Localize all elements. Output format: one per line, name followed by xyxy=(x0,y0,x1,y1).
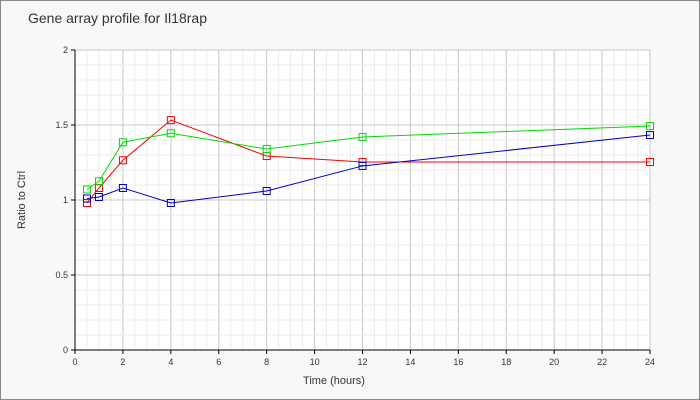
x-tick-label: 20 xyxy=(549,357,559,367)
series-3-marker xyxy=(118,184,127,192)
y-axis-label: Ratio to Ctrl xyxy=(16,171,28,229)
series-3-marker xyxy=(94,193,103,201)
series-2-marker xyxy=(358,133,367,141)
x-tick-label: 0 xyxy=(72,357,77,367)
series-1-marker xyxy=(166,116,175,125)
x-tick-label: 4 xyxy=(168,357,173,367)
x-tick-label: 14 xyxy=(405,357,415,367)
x-tick-label: 22 xyxy=(597,357,607,367)
x-tick-label: 8 xyxy=(264,357,269,367)
series-1-marker xyxy=(118,156,127,165)
series-2-marker xyxy=(94,177,103,186)
x-tick-label: 2 xyxy=(120,357,125,367)
series-2-line xyxy=(86,125,651,190)
series-2-marker xyxy=(262,145,271,153)
series-3-marker xyxy=(646,131,654,140)
series-1-marker xyxy=(82,199,91,207)
x-tick-label: 12 xyxy=(357,357,367,367)
series-3-marker xyxy=(262,187,271,195)
x-tick-label: 24 xyxy=(645,357,655,367)
series-2-marker xyxy=(646,122,654,131)
y-tick-label: 0 xyxy=(63,345,68,355)
series-3-marker xyxy=(166,199,175,207)
x-tick-label: 18 xyxy=(501,357,511,367)
series-1-marker xyxy=(646,158,654,167)
x-tick-label: 10 xyxy=(310,357,320,367)
x-tick-label: 16 xyxy=(453,357,463,367)
y-tick-label: 2 xyxy=(63,45,68,55)
y-tick-label: 1 xyxy=(63,195,68,205)
x-axis-label: Time (hours) xyxy=(303,375,365,387)
series-2-marker xyxy=(82,185,91,194)
chart-title: Gene array profile for Il18rap xyxy=(28,10,207,26)
series-3-line xyxy=(86,134,651,204)
x-tick-label: 6 xyxy=(216,357,221,367)
series-3-marker xyxy=(82,194,91,203)
series-3-marker xyxy=(358,161,367,170)
series-2-marker xyxy=(166,129,175,138)
series-2-marker xyxy=(118,138,127,147)
y-tick-label: 0.5 xyxy=(55,270,68,280)
y-tick-label: 1.5 xyxy=(55,120,68,130)
